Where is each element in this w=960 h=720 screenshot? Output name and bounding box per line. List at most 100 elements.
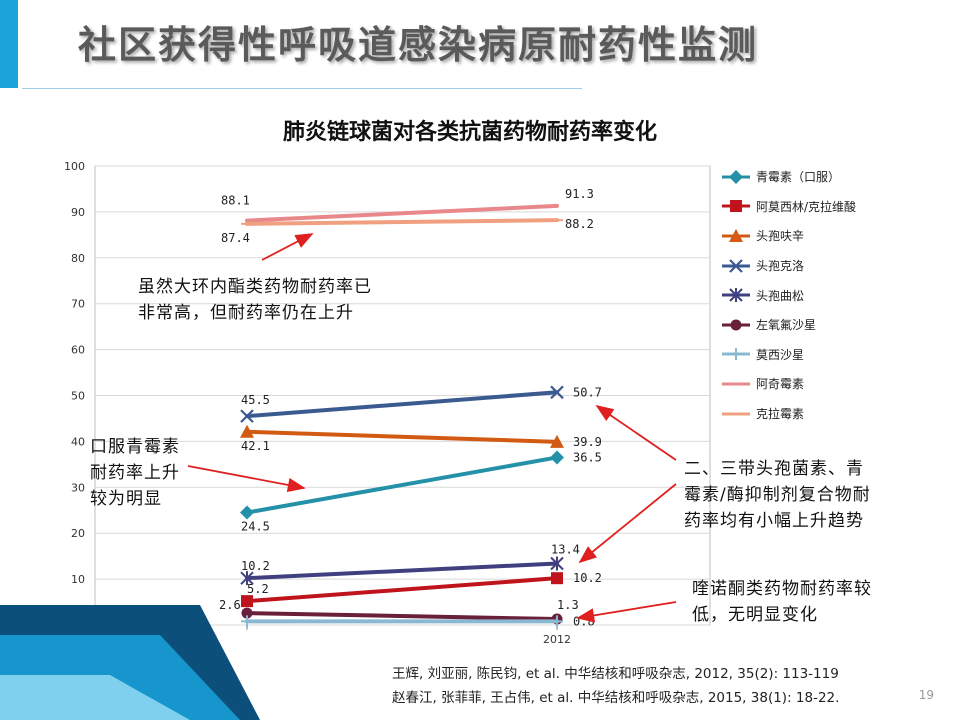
data-label: 50.7 <box>573 385 602 399</box>
arrow-macrolide <box>261 233 314 261</box>
arrow-oral-penicillin <box>187 465 306 493</box>
annotation-cephalosporin: 二、三带头孢菌素、青 霉素/酶抑制剂复合物耐 药率均有小幅上升趋势 <box>684 459 871 531</box>
y-tick-label: 40 <box>71 435 85 448</box>
data-label: 1.3 <box>557 598 579 612</box>
series-1 <box>241 572 563 608</box>
legend-label: 头孢克洛 <box>756 259 805 274</box>
legend-label: 阿莫西林/克拉维酸 <box>756 199 857 214</box>
data-label: 10.2 <box>573 571 602 585</box>
legend-label: 青霉素（口服） <box>756 170 841 185</box>
y-tick-label: 70 <box>71 298 85 311</box>
legend-item: 左氧氟沙星 <box>722 310 902 340</box>
annotation-quinolone: 喹诺酮类药物耐药率较 低，无明显变化 <box>692 579 872 625</box>
series-4 <box>240 556 564 586</box>
y-tick-label: 100 <box>64 160 85 173</box>
x-tick-label: 2012 <box>543 633 571 646</box>
legend-swatch <box>722 319 750 331</box>
chart-legend: 青霉素（口服） 阿莫西林/克拉维酸 头孢呋辛头孢克洛头孢曲松左氧氟沙星莫西沙星阿奇霉… <box>722 162 902 428</box>
data-point-marker <box>550 385 564 400</box>
reference-2: 赵春江, 张菲菲, 王占伟, et al. 中华结核和呼吸杂志, 2015, 3… <box>392 690 840 706</box>
data-point-marker <box>729 288 743 303</box>
data-point-marker <box>241 607 253 619</box>
y-tick-label: 30 <box>71 481 85 494</box>
data-point-marker <box>241 595 253 608</box>
data-point-marker <box>730 319 742 331</box>
title-underline <box>22 88 582 89</box>
y-tick-label: 50 <box>71 390 85 403</box>
legend-label: 莫西沙星 <box>756 347 805 362</box>
arrow-cephalosporin-2 <box>578 483 677 564</box>
page-number: 19 <box>918 688 934 702</box>
data-label: 24.5 <box>241 520 270 534</box>
legend-item: 青霉素（口服） <box>722 162 902 192</box>
data-label: 42.1 <box>241 439 270 453</box>
data-point-marker <box>730 200 742 213</box>
data-label: 87.4 <box>221 231 250 245</box>
series-line <box>245 390 559 419</box>
legend-swatch <box>722 412 750 416</box>
legend-label: 阿奇霉素 <box>756 377 805 392</box>
data-point-marker <box>551 615 563 628</box>
series-line <box>245 561 559 581</box>
arrow-cephalosporin-1 <box>595 404 677 461</box>
data-label: 36.5 <box>573 450 602 464</box>
legend-item: 头孢克洛 <box>722 251 902 281</box>
legend-label: 头孢呋辛 <box>756 229 805 244</box>
data-label: 5.2 <box>247 582 269 596</box>
data-label: 45.5 <box>241 393 270 407</box>
data-point-marker <box>240 505 254 520</box>
data-label: 39.9 <box>573 435 602 449</box>
series-line <box>245 203 559 223</box>
reference-1: 王辉, 刘亚丽, 陈民钧, et al. 中华结核和呼吸杂志, 2012, 35… <box>392 666 839 682</box>
y-tick-label: 90 <box>71 206 85 219</box>
series-line <box>245 455 559 515</box>
data-point-marker <box>551 572 563 585</box>
data-label: 88.1 <box>221 194 250 208</box>
data-label: 91.3 <box>565 187 594 201</box>
legend-swatch <box>722 200 750 213</box>
series-2 <box>240 424 564 448</box>
data-point-marker <box>730 348 742 361</box>
data-point-marker <box>550 434 564 448</box>
series-line <box>245 429 559 444</box>
title-accent-bar <box>0 0 18 88</box>
data-label: 13.4 <box>551 542 580 556</box>
data-point-marker <box>729 258 743 273</box>
legend-swatch <box>722 169 750 184</box>
y-tick-label: 60 <box>71 344 85 357</box>
data-point-marker <box>241 615 253 628</box>
data-label: 10.2 <box>241 559 270 573</box>
series-line <box>245 576 559 604</box>
legend-label: 左氧氟沙星 <box>756 318 817 333</box>
data-point-marker <box>550 450 564 465</box>
arrow-quinolone <box>576 601 677 623</box>
annotation-arrows <box>187 233 677 623</box>
data-point-marker <box>240 571 254 586</box>
legend-label: 头孢曲松 <box>756 288 805 303</box>
legend-swatch <box>722 258 750 273</box>
legend-item: 克拉霉素 <box>722 399 902 429</box>
legend-swatch <box>722 288 750 303</box>
legend-swatch <box>722 348 750 361</box>
annotation-macrolide: 虽然大环内酯类药物耐药率已 非常高，但耐药率仍在上升 <box>138 277 372 323</box>
data-point-marker <box>240 409 254 423</box>
legend-item: 阿莫西林/克拉维酸 <box>722 192 902 222</box>
legend-item: 头孢曲松 <box>722 280 902 310</box>
legend-label: 克拉霉素 <box>756 407 805 422</box>
legend-swatch <box>722 228 750 242</box>
data-point-marker <box>729 228 743 242</box>
y-tick-label: 80 <box>71 252 85 265</box>
chart-title: 肺炎链球菌对各类抗菌药物耐药率变化 <box>282 120 657 145</box>
y-tick-label: 20 <box>71 527 85 540</box>
legend-item: 头孢呋辛 <box>722 221 902 251</box>
series-8 <box>241 218 563 226</box>
corner-decoration <box>0 605 260 720</box>
annotation-oral-penicillin: 口服青霉素 耐药率上升 较为明显 <box>90 437 180 509</box>
series-line <box>245 218 559 226</box>
data-label: 88.2 <box>565 217 594 231</box>
legend-item: 莫西沙星 <box>722 340 902 370</box>
series-7 <box>245 203 559 223</box>
y-tick-label: 10 <box>71 573 85 586</box>
series-3 <box>240 385 564 423</box>
series-0 <box>240 450 564 520</box>
